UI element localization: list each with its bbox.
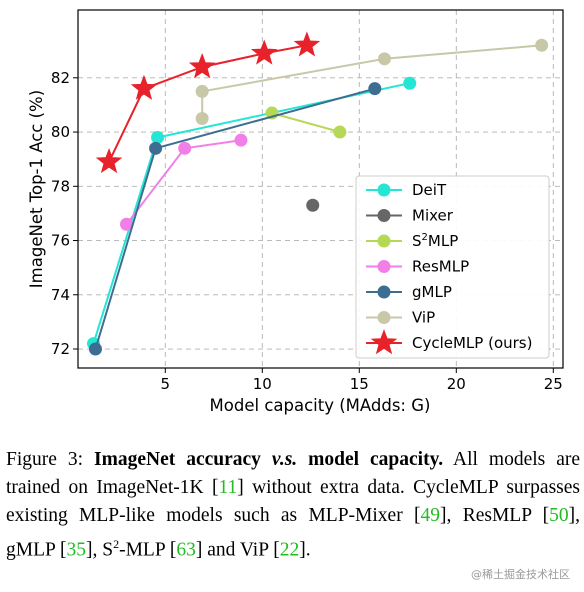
legend-marker-mixer <box>377 209 391 222</box>
legend-marker-deit <box>377 183 391 197</box>
data-point-vip <box>195 84 209 98</box>
caption-text-1: All models are trained on ImageNet-1K [ <box>6 449 581 498</box>
legend-label-cyclemlp-ours: CycleMLP (ours) <box>412 334 532 352</box>
y-axis-label: ImageNet Top-1 Acc (%) <box>27 90 46 288</box>
figure-caption: Figure 3: ImageNet accuracy v.s. model c… <box>6 446 580 565</box>
data-point-cyclemlp-ours <box>188 53 216 79</box>
x-tick-label: 15 <box>350 375 369 393</box>
citation-11[interactable]: 11 <box>218 477 238 498</box>
plot-frame <box>77 9 564 369</box>
data-point-gmlp <box>88 342 102 356</box>
y-tick-label: 80 <box>51 123 70 141</box>
legend-frame <box>355 175 550 359</box>
data-point-gmlp <box>149 141 163 155</box>
legend-marker-cyclemlp-ours <box>370 329 398 355</box>
data-point-vip <box>378 52 392 66</box>
series-line-gmlp <box>94 87 376 350</box>
x-tick-label: 20 <box>447 375 466 393</box>
caption-text-3: ], ResMLP [ <box>440 505 550 526</box>
series-line-s-mlp <box>271 112 341 133</box>
caption-figure-label: Figure 3: <box>6 449 95 470</box>
legend: DeiT Mixer S2MLP ResMLP gMLP ViP CycleMLP (our… <box>355 175 550 359</box>
y-tick-label: 74 <box>51 286 70 304</box>
citation-63[interactable]: 63 <box>176 539 196 561</box>
legend-marker-s-mlp <box>377 234 391 248</box>
ticks: 5 10 15 20 25 72 74 76 78 80 82 <box>51 69 563 393</box>
data-point-mixer <box>306 198 320 212</box>
caption-text-7: ] and ViP [ <box>195 539 280 561</box>
x-axis-label: Model capacity (MAdds: G) <box>210 396 431 415</box>
x-tick-label: 5 <box>161 375 171 393</box>
y-tick-label: 76 <box>51 232 70 250</box>
data-point-vip <box>535 38 549 52</box>
x-tick-label: 25 <box>544 375 563 393</box>
data-point-cyclemlp-ours <box>95 147 123 174</box>
data-point-gmlp <box>368 82 382 96</box>
legend-label-mixer: Mixer <box>412 207 454 225</box>
caption-text-6: -MLP [ <box>119 539 177 561</box>
y-tick-label: 72 <box>51 340 70 358</box>
data-point-deit <box>151 130 165 144</box>
citation-22[interactable]: 22 <box>279 539 300 561</box>
data-point-cyclemlp-ours <box>250 39 278 65</box>
legend-label-vip: ViP <box>412 309 435 327</box>
citation-50[interactable]: 50 <box>549 505 569 526</box>
caption-text-2: ] without extra data. CycleMLP surpasses… <box>6 477 580 526</box>
legend-marker-gmlp <box>377 285 391 299</box>
caption-bold-2: model capacity. <box>297 449 444 470</box>
x-tick-label: 10 <box>253 375 272 393</box>
data-point-resmlp <box>234 133 248 147</box>
legend-marker-vip <box>377 311 391 324</box>
caption-text-8: ]. <box>299 539 311 561</box>
caption-text-5: ], S <box>86 539 114 561</box>
legend-label-deit: DeiT <box>412 181 447 199</box>
data-point-cyclemlp-ours <box>293 31 321 57</box>
data-point-vip <box>195 111 209 125</box>
legend-label-gmlp: gMLP <box>412 283 452 301</box>
caption-bold-1: ImageNet accuracy <box>94 449 272 470</box>
caption-superscript-2: 2 <box>113 537 120 551</box>
caption-text-4: ], gMLP [ <box>6 505 580 561</box>
y-tick-label: 78 <box>51 177 70 195</box>
legend-label-s-mlp: S2MLP <box>412 232 458 250</box>
legend-label-resmlp: ResMLP <box>412 258 469 276</box>
series-line-vip <box>201 44 542 119</box>
data-point-cyclemlp-ours <box>130 74 158 100</box>
caption-italic-vs: v.s. <box>271 449 298 470</box>
citation-35[interactable]: 35 <box>66 539 87 561</box>
citation-49[interactable]: 49 <box>420 505 441 526</box>
watermark: @稀土掘金技术社区 <box>471 568 570 581</box>
accuracy-vs-capacity-chart: 5 10 15 20 25 72 74 76 78 80 82 Model capacity (MA… <box>27 9 564 415</box>
data-point-s-mlp <box>333 125 347 139</box>
data-point-resmlp <box>178 141 192 155</box>
data-point-deit <box>403 76 417 90</box>
y-tick-label: 82 <box>51 69 70 87</box>
legend-marker-resmlp <box>377 260 391 273</box>
data-point-resmlp <box>120 217 133 231</box>
series-layer <box>87 31 549 356</box>
